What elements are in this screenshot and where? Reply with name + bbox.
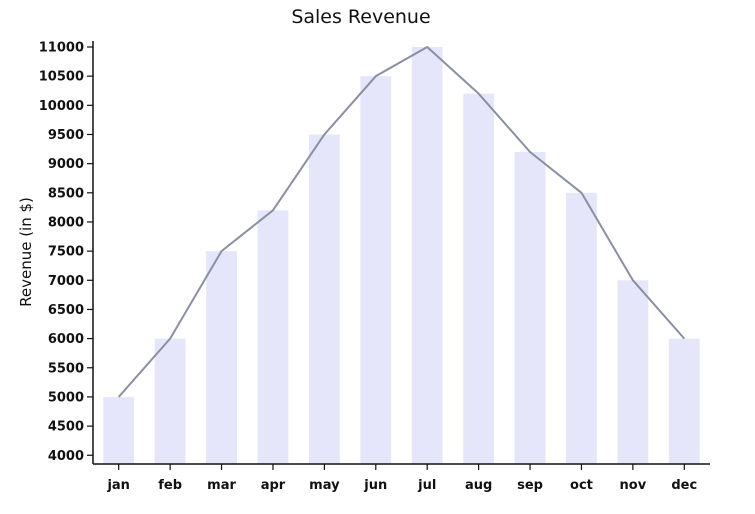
y-tick-label: 10500 xyxy=(39,70,84,85)
bar-aug xyxy=(463,93,495,464)
x-axis: jan feb mar apr may jun jul aug sep oct nov dec xyxy=(93,463,710,493)
y-tick-label: 5000 xyxy=(48,390,84,405)
bar-sep xyxy=(514,151,546,465)
x-tick-label-may: may xyxy=(309,478,340,493)
y-tick-label: 6500 xyxy=(48,303,84,318)
x-tick-label-apr: apr xyxy=(261,478,286,493)
y-tick-label: 9500 xyxy=(48,128,84,143)
bar-jan xyxy=(103,396,135,464)
bar-apr xyxy=(257,210,289,464)
x-tick-label-mar: mar xyxy=(207,478,236,493)
bar-jul xyxy=(411,47,443,464)
chart-title: Sales Revenue xyxy=(291,6,430,28)
line-series xyxy=(117,46,686,398)
y-axis: 4000 4500 5000 5500 6000 6500 7000 7500 8000 8500… xyxy=(39,41,94,464)
y-axis-label: Revenue (in $) xyxy=(17,197,35,307)
x-tick-label-aug: aug xyxy=(465,478,492,493)
bar-oct xyxy=(566,192,597,465)
bar-feb xyxy=(154,338,186,464)
x-tick-label-dec: dec xyxy=(671,478,697,493)
y-tick-label: 7500 xyxy=(48,245,84,260)
y-tick-label: 10000 xyxy=(39,99,84,114)
bar-series xyxy=(103,47,700,465)
bar-dec xyxy=(668,338,700,464)
revenue-line xyxy=(117,46,686,398)
bar-jun xyxy=(360,76,392,464)
y-tick-label: 6000 xyxy=(48,332,84,347)
x-tick-label-jul: jul xyxy=(417,478,436,493)
bar-nov xyxy=(617,280,649,464)
y-tick-label: 11000 xyxy=(39,41,84,56)
y-tick-label: 9000 xyxy=(48,157,84,172)
x-tick-label-oct: oct xyxy=(570,478,593,493)
y-tick-label: 8500 xyxy=(48,186,84,201)
x-tick-label-feb: feb xyxy=(158,478,182,493)
y-tick-label: 7000 xyxy=(48,274,84,289)
x-tick-label-sep: sep xyxy=(517,478,543,493)
x-tick-label-nov: nov xyxy=(620,478,647,493)
y-tick-label: 4000 xyxy=(48,449,84,464)
y-tick-label: 5500 xyxy=(48,361,84,376)
x-tick-label-jan: jan xyxy=(106,478,129,493)
y-tick-label: 4500 xyxy=(48,420,84,435)
bar-may xyxy=(308,134,340,465)
x-tick-label-jun: jun xyxy=(363,478,387,493)
y-tick-label: 8000 xyxy=(48,215,84,230)
bar-mar xyxy=(206,251,237,464)
